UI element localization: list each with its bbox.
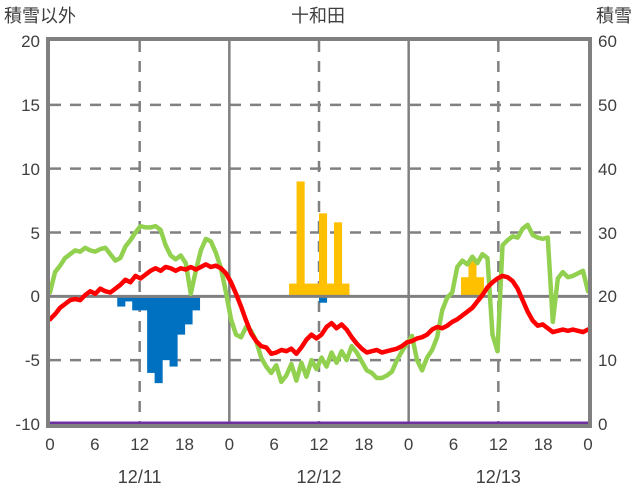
data-bar (191, 296, 201, 311)
data-bar (124, 296, 133, 302)
x-axis-tick: 0 (583, 435, 593, 454)
x-axis-tick: 0 (45, 435, 55, 454)
data-bar (475, 277, 484, 297)
series-line-92d050 (50, 222, 588, 385)
data-bar (468, 258, 477, 297)
x-axis-tick: 0 (224, 435, 235, 454)
right-axis-tick: 30 (598, 223, 617, 243)
data-bar (132, 296, 141, 311)
plot-inner (50, 41, 588, 424)
x-axis-tick: 6 (269, 435, 279, 454)
data-bar (117, 296, 126, 307)
data-bar (139, 296, 148, 311)
right-axis-tick: 10 (598, 351, 617, 371)
chart-title: 十和田 (291, 6, 345, 26)
right-axis-tick: 50 (598, 95, 617, 115)
data-bar (341, 283, 350, 297)
plot-area (46, 37, 592, 428)
data-bar (177, 296, 186, 335)
data-bar (184, 296, 193, 325)
x-axis-tick: 0 (403, 435, 414, 454)
chart-canvas (50, 41, 588, 424)
x-axis-tick: 18 (533, 435, 553, 454)
day-label: 12/12 (296, 467, 342, 487)
data-bar (311, 283, 320, 297)
left-axis-tick: 0 (30, 287, 40, 307)
left-axis-tick: 15 (21, 95, 40, 115)
day-label: 12/11 (117, 467, 162, 487)
left-axis-tick: -10 (15, 415, 40, 434)
left-axis-tick: 10 (21, 159, 40, 179)
right-axis-tick: 20 (598, 287, 617, 307)
data-bar (169, 296, 178, 367)
data-bar (147, 296, 156, 373)
right-axis-title: 積雪 (596, 6, 632, 26)
right-axis-tick: 0 (598, 415, 608, 434)
left-axis-tick: 20 (21, 32, 40, 51)
data-bar (319, 296, 328, 303)
data-bar (304, 283, 313, 297)
data-bar (326, 283, 335, 297)
x-axis-tick: 12 (309, 435, 329, 454)
left-axis-title: 積雪以外 (4, 6, 76, 26)
x-axis-tick: 12 (488, 435, 508, 454)
x-axis-tick: 18 (354, 435, 374, 454)
x-axis-tick: 18 (175, 435, 194, 454)
data-bar (289, 283, 298, 297)
data-bar (460, 277, 470, 297)
data-bar (319, 213, 328, 297)
data-bar (154, 296, 163, 384)
right-axis-tick: 40 (598, 159, 617, 179)
x-axis-tick: 12 (130, 435, 150, 454)
series-line-ff0000 (50, 262, 588, 357)
x-axis-tick: 6 (448, 435, 459, 454)
left-axis-tick: 5 (30, 223, 40, 243)
left-axis-tick: -5 (24, 351, 40, 371)
day-label: 12/13 (475, 467, 521, 487)
data-bar (333, 222, 343, 297)
x-axis-tick: 6 (90, 435, 100, 454)
data-bar (296, 181, 305, 297)
data-bar (162, 296, 171, 361)
right-axis-tick: 60 (598, 32, 617, 51)
